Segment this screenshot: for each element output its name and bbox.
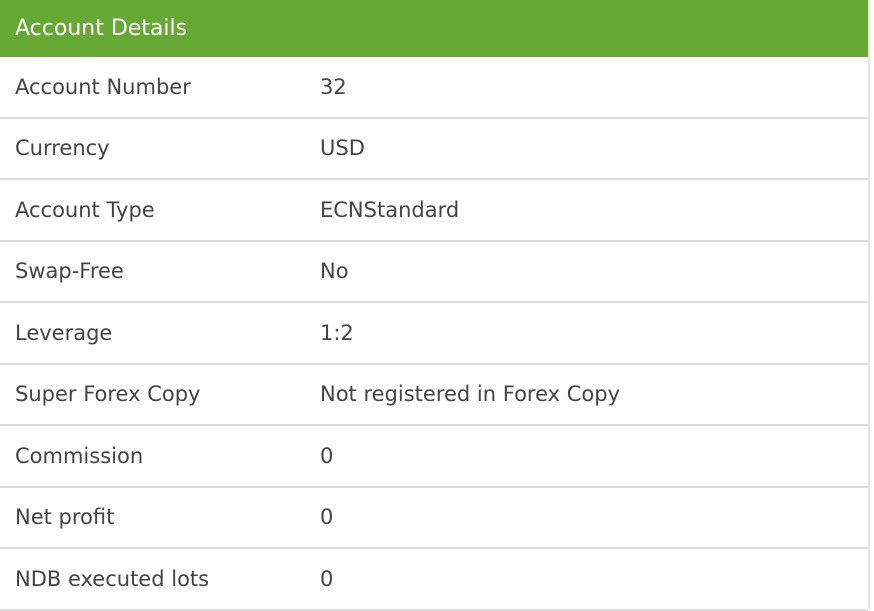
row-label: Account Type	[15, 197, 155, 222]
row-label: Account Number	[15, 74, 191, 99]
row-label: Swap-Free	[15, 259, 124, 284]
details-table: Account Number 32 Currency USD Account Type E…	[0, 57, 868, 611]
row-label: Super Forex Copy	[15, 382, 201, 407]
table-row: Super Forex Copy Not registered in Forex …	[0, 365, 868, 426]
row-value: 0	[320, 566, 334, 591]
table-row: Account Type ECNStandard	[0, 180, 868, 242]
row-label: Commission	[15, 443, 144, 468]
row-label: Leverage	[15, 320, 113, 345]
row-value: ECNStandard	[320, 197, 460, 222]
row-value: 0	[320, 443, 334, 468]
row-label: NDB executed lots	[15, 566, 210, 591]
panel-title: Account Details	[0, 0, 868, 57]
row-value: Not registered in Forex Copy	[320, 382, 621, 407]
row-value: 32	[320, 74, 347, 99]
table-row: Net profit 0	[0, 488, 868, 549]
row-label: Currency	[15, 136, 110, 161]
table-row: NDB executed lots 0	[0, 549, 868, 611]
table-row: Swap-Free No	[0, 242, 868, 303]
table-row: Leverage 1:2	[0, 303, 868, 365]
row-value: 1:2	[320, 320, 354, 345]
table-row: Currency USD	[0, 119, 868, 180]
row-value: No	[320, 259, 349, 284]
row-value: 0	[320, 505, 334, 530]
table-row: Commission 0	[0, 426, 868, 488]
row-value: USD	[320, 136, 365, 161]
row-label: Net profit	[15, 505, 115, 530]
table-row: Account Number 32	[0, 57, 868, 119]
